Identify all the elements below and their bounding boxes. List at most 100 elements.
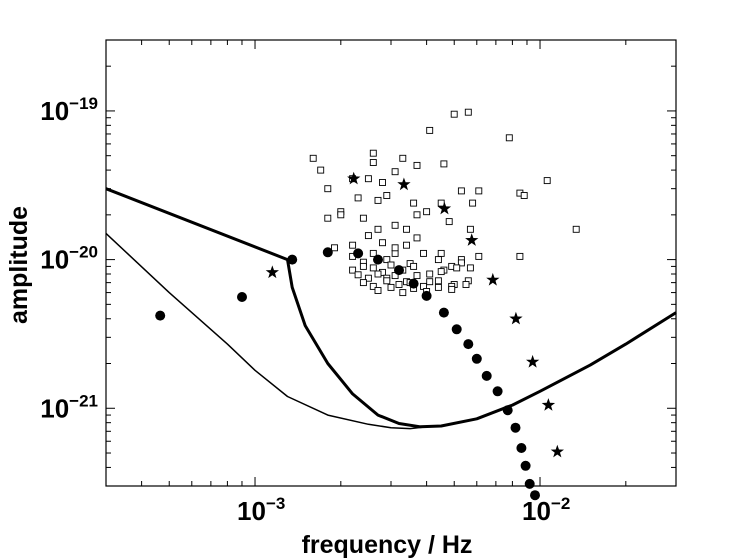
square-marker [395, 281, 403, 288]
square-marker [410, 199, 418, 207]
x-tick-label: 10−2 [522, 494, 570, 526]
circle-marker [502, 405, 513, 416]
square-marker [374, 287, 382, 294]
square-marker [464, 108, 472, 116]
square-marker [364, 232, 372, 240]
circle-marker [438, 307, 449, 318]
circle-marker [481, 370, 492, 381]
square-marker [426, 126, 434, 134]
sensitivity-curve-thin [105, 232, 427, 430]
circle-marker [373, 254, 383, 265]
square-marker [317, 166, 325, 174]
square-marker [453, 264, 461, 272]
square-marker [434, 283, 442, 291]
star-marker [550, 444, 564, 458]
square-marker [475, 252, 483, 260]
square-marker [359, 279, 367, 287]
y-tick-label: 10−21 [40, 391, 98, 423]
square-marker [374, 270, 382, 278]
square-marker [448, 285, 456, 293]
circle-marker [322, 247, 333, 258]
square-marker [379, 239, 386, 247]
square-marker [450, 110, 458, 118]
circle-marker [463, 339, 474, 350]
square-marker [413, 234, 421, 242]
square-marker [391, 244, 399, 252]
square-marker [369, 282, 377, 290]
square-marker [457, 187, 465, 195]
star-marker [465, 233, 479, 246]
square-marker [403, 225, 410, 233]
circle-marker [394, 265, 404, 276]
square-marker [399, 289, 407, 297]
square-marker [354, 271, 362, 279]
square-marker [324, 185, 332, 193]
circle-marker [530, 490, 540, 501]
x-tick-label: 10−3 [237, 494, 285, 526]
square-marker [440, 160, 448, 168]
square-marker [374, 225, 382, 233]
star-marker [541, 398, 556, 411]
square-marker [331, 244, 338, 252]
square-marker [466, 225, 474, 233]
square-marker [543, 177, 551, 185]
square-marker [462, 281, 470, 288]
square-marker [369, 264, 377, 272]
y-axis-title: amplitude [5, 206, 33, 324]
square-marker [410, 262, 418, 270]
square-marker [383, 192, 391, 199]
square-marker [434, 277, 442, 285]
square-marker [505, 134, 513, 142]
square-marker [572, 225, 580, 233]
square-marker [516, 252, 524, 260]
circle-marker [471, 353, 482, 364]
ticks-layer: 10−3 10−2 10−21 10−20 10−19 [40, 39, 677, 526]
star-marker [397, 177, 411, 191]
markers-layer [155, 108, 580, 501]
square-marker [445, 218, 453, 226]
square-marker [349, 266, 357, 274]
square-marker [349, 241, 357, 249]
circle-marker [353, 248, 364, 259]
square-marker [387, 283, 395, 291]
square-marker [369, 249, 377, 257]
square-marker [391, 249, 399, 257]
square-marker [391, 221, 399, 229]
square-marker [469, 199, 477, 207]
curves-layer [105, 187, 677, 430]
square-marker [426, 278, 434, 286]
circle-marker [520, 460, 531, 471]
square-marker [337, 211, 345, 219]
square-marker [437, 249, 445, 257]
circle-marker [408, 278, 419, 289]
square-marker [475, 187, 483, 195]
square-marker [434, 256, 442, 264]
circle-marker [524, 478, 535, 489]
star-marker [526, 354, 540, 368]
square-marker [374, 196, 382, 204]
square-marker [354, 194, 362, 202]
circle-marker [237, 292, 247, 302]
square-marker [403, 241, 410, 249]
square-marker [399, 154, 407, 162]
circle-marker [421, 290, 432, 301]
x-axis-title: frequency / Hz [302, 531, 473, 559]
square-marker [413, 272, 421, 280]
circle-marker [155, 310, 166, 321]
circle-marker [287, 254, 298, 265]
square-marker [359, 214, 367, 222]
square-marker [423, 208, 431, 216]
star-marker [437, 201, 452, 215]
square-marker [413, 161, 421, 169]
sensitivity-curve-thick [105, 187, 677, 429]
square-marker [364, 274, 372, 282]
y-tick-label: 10−19 [40, 94, 98, 126]
square-marker [383, 277, 391, 285]
circle-marker [451, 324, 462, 335]
circle-marker [510, 422, 521, 433]
square-marker [359, 262, 367, 270]
y-tick-label: 10−20 [40, 243, 98, 275]
square-marker [437, 268, 445, 276]
square-marker [387, 261, 395, 269]
